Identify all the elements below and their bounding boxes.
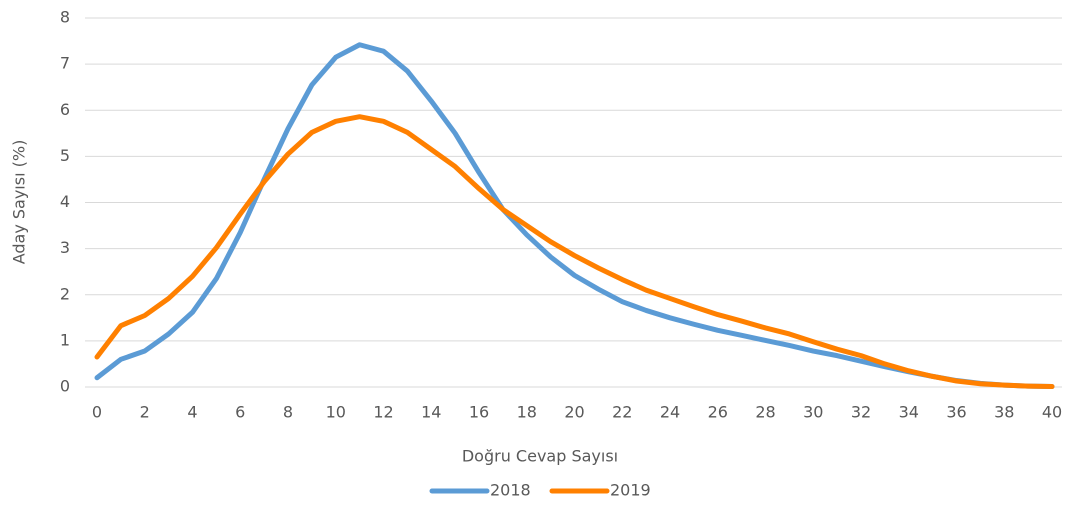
- x-tick-label: 26: [708, 403, 728, 422]
- x-tick-label: 8: [283, 403, 293, 422]
- x-tick-label: 36: [946, 403, 966, 422]
- line-series: [94, 114, 1055, 390]
- x-tick-label: 28: [755, 403, 775, 422]
- x-tick-label: 2: [140, 403, 150, 422]
- y-axis-label: Aday Sayısı (%): [10, 140, 29, 265]
- y-tick-label: 5: [60, 146, 70, 165]
- x-tick-label: 10: [326, 403, 346, 422]
- x-tick-label: 32: [851, 403, 871, 422]
- x-tick-label: 34: [899, 403, 919, 422]
- x-tick-label: 0: [92, 403, 102, 422]
- y-tick-label: 7: [60, 54, 70, 73]
- x-tick-label: 18: [517, 403, 537, 422]
- x-tick-label: 12: [373, 403, 393, 422]
- y-tick-label: 8: [60, 8, 70, 27]
- y-tick-label: 3: [60, 238, 70, 257]
- x-tick-label: 40: [1042, 403, 1062, 422]
- x-axis-label: Doğru Cevap Sayısı: [462, 447, 618, 466]
- x-tick-label: 4: [187, 403, 197, 422]
- x-tick-label: 6: [235, 403, 245, 422]
- x-tick-label: 24: [660, 403, 680, 422]
- y-tick-label: 0: [60, 377, 70, 396]
- x-tick-label: 14: [421, 403, 441, 422]
- y-tick-label: 1: [60, 330, 70, 349]
- y-tick-label: 6: [60, 100, 70, 119]
- y-tick-label: 2: [60, 284, 70, 303]
- x-tick-label: 16: [469, 403, 489, 422]
- x-tick-label: 22: [612, 403, 632, 422]
- x-tick-label: 30: [803, 403, 823, 422]
- y-tick-label: 4: [60, 192, 70, 211]
- legend-label: 2018: [490, 481, 531, 500]
- x-tick-label: 20: [564, 403, 584, 422]
- x-tick-label: 38: [994, 403, 1014, 422]
- legend-label: 2019: [610, 481, 651, 500]
